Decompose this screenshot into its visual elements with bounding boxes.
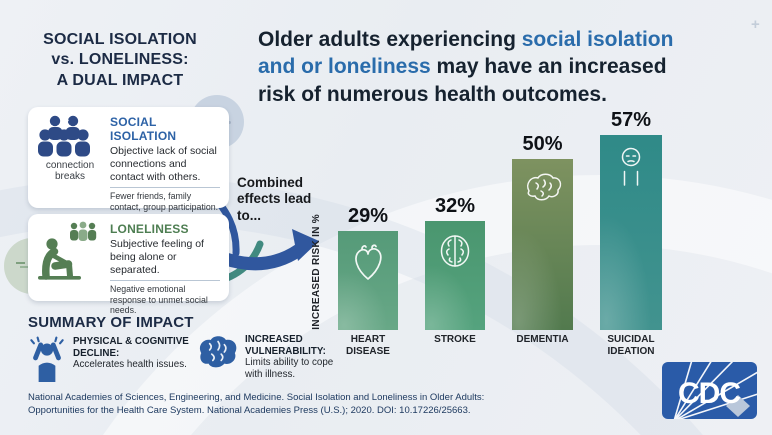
card-header: LONELINESS	[110, 222, 189, 236]
headline-text: Older adults experiencing	[258, 28, 522, 51]
card-body: Objective lack of social connections and…	[110, 145, 217, 183]
social-isolation-card: connection breaks SOCIAL ISOLATION Objec…	[28, 107, 229, 212]
bar-value-label: 50%	[522, 133, 563, 155]
bar	[512, 159, 573, 330]
card-note: Negative emotional response to unmet soc…	[110, 284, 208, 316]
headline-highlight: and or loneliness	[258, 55, 431, 79]
divider	[110, 187, 220, 189]
cdc-logo: CDC	[662, 362, 757, 419]
bar-value-label: 57%	[610, 109, 652, 131]
heart-icon	[349, 231, 387, 330]
headline-text: risk of numerous health outcomes.	[258, 82, 607, 106]
loneliness-card: LONELINESS Subjective feeling of being a…	[28, 214, 229, 315]
icon-caption: connection breaks	[45, 160, 95, 182]
headline-text: may have an increased	[430, 55, 667, 79]
bar-value-label: 32%	[434, 195, 476, 217]
y-axis-label: INCREASED RISK IN %	[311, 214, 322, 330]
summary-item-desc: Limits ability to cope with illness.	[245, 357, 334, 380]
bar-heart-disease: 29% HEART DISEASE	[338, 205, 398, 365]
bar-dementia: 50% DEMENTIA	[512, 133, 573, 365]
bar-category-label: SUICIDAL IDEATION	[607, 334, 655, 357]
brain-top-icon	[435, 221, 475, 330]
bar-category-label: STROKE	[434, 334, 476, 345]
summary-item-title: PHYSICAL & COGNITIVE DECLINE:	[73, 336, 189, 359]
brain-icon	[196, 334, 238, 380]
summary-heading: SUMMARY OF IMPACT	[28, 314, 194, 331]
combined-effects-label: Combined effects lead to...	[237, 175, 312, 223]
card-note: Fewer friends, family contact, group par…	[110, 191, 219, 212]
decorative-dashes	[16, 262, 25, 264]
summary-item-desc: Accelerates health issues.	[73, 359, 187, 371]
citation: National Academies of Sciences, Engineer…	[28, 392, 485, 417]
bar-category-label: HEART DISEASE	[346, 334, 390, 357]
bar	[600, 135, 662, 330]
left-panel-title: SOCIAL ISOLATION vs. LONELINESS: A DUAL …	[43, 31, 197, 89]
bar-value-label: 29%	[347, 205, 389, 227]
summary-item-title: INCREASED VULNERABILITY:	[245, 334, 326, 357]
card-body: Subjective feeling of being alone or sep…	[110, 238, 204, 276]
sad-person-icon	[614, 135, 648, 330]
bar-suicidal-ideation: 57% SUICIDAL IDEATION	[600, 109, 662, 365]
cdc-logo-text: CDC	[678, 377, 740, 410]
divider	[110, 280, 220, 282]
bar	[338, 231, 398, 330]
headline: Older adults experiencing social isolati…	[258, 26, 763, 108]
sitting-person-icon	[36, 221, 104, 281]
people-group-break-icon	[36, 114, 104, 158]
stressed-person-icon	[28, 336, 66, 382]
card-header: SOCIAL ISOLATION	[110, 115, 177, 143]
headline-highlight: social isolation	[521, 28, 674, 51]
bar-stroke: 32% STROKE	[425, 195, 485, 365]
summary-item-physical-decline: PHYSICAL & COGNITIVE DECLINE: Accelerate…	[28, 336, 198, 382]
brain-side-icon	[522, 159, 564, 330]
bar	[425, 221, 485, 330]
summary-item-increased-vulnerability: INCREASED VULNERABILITY: Limits ability …	[196, 334, 346, 380]
bar-category-label: DEMENTIA	[516, 334, 569, 345]
